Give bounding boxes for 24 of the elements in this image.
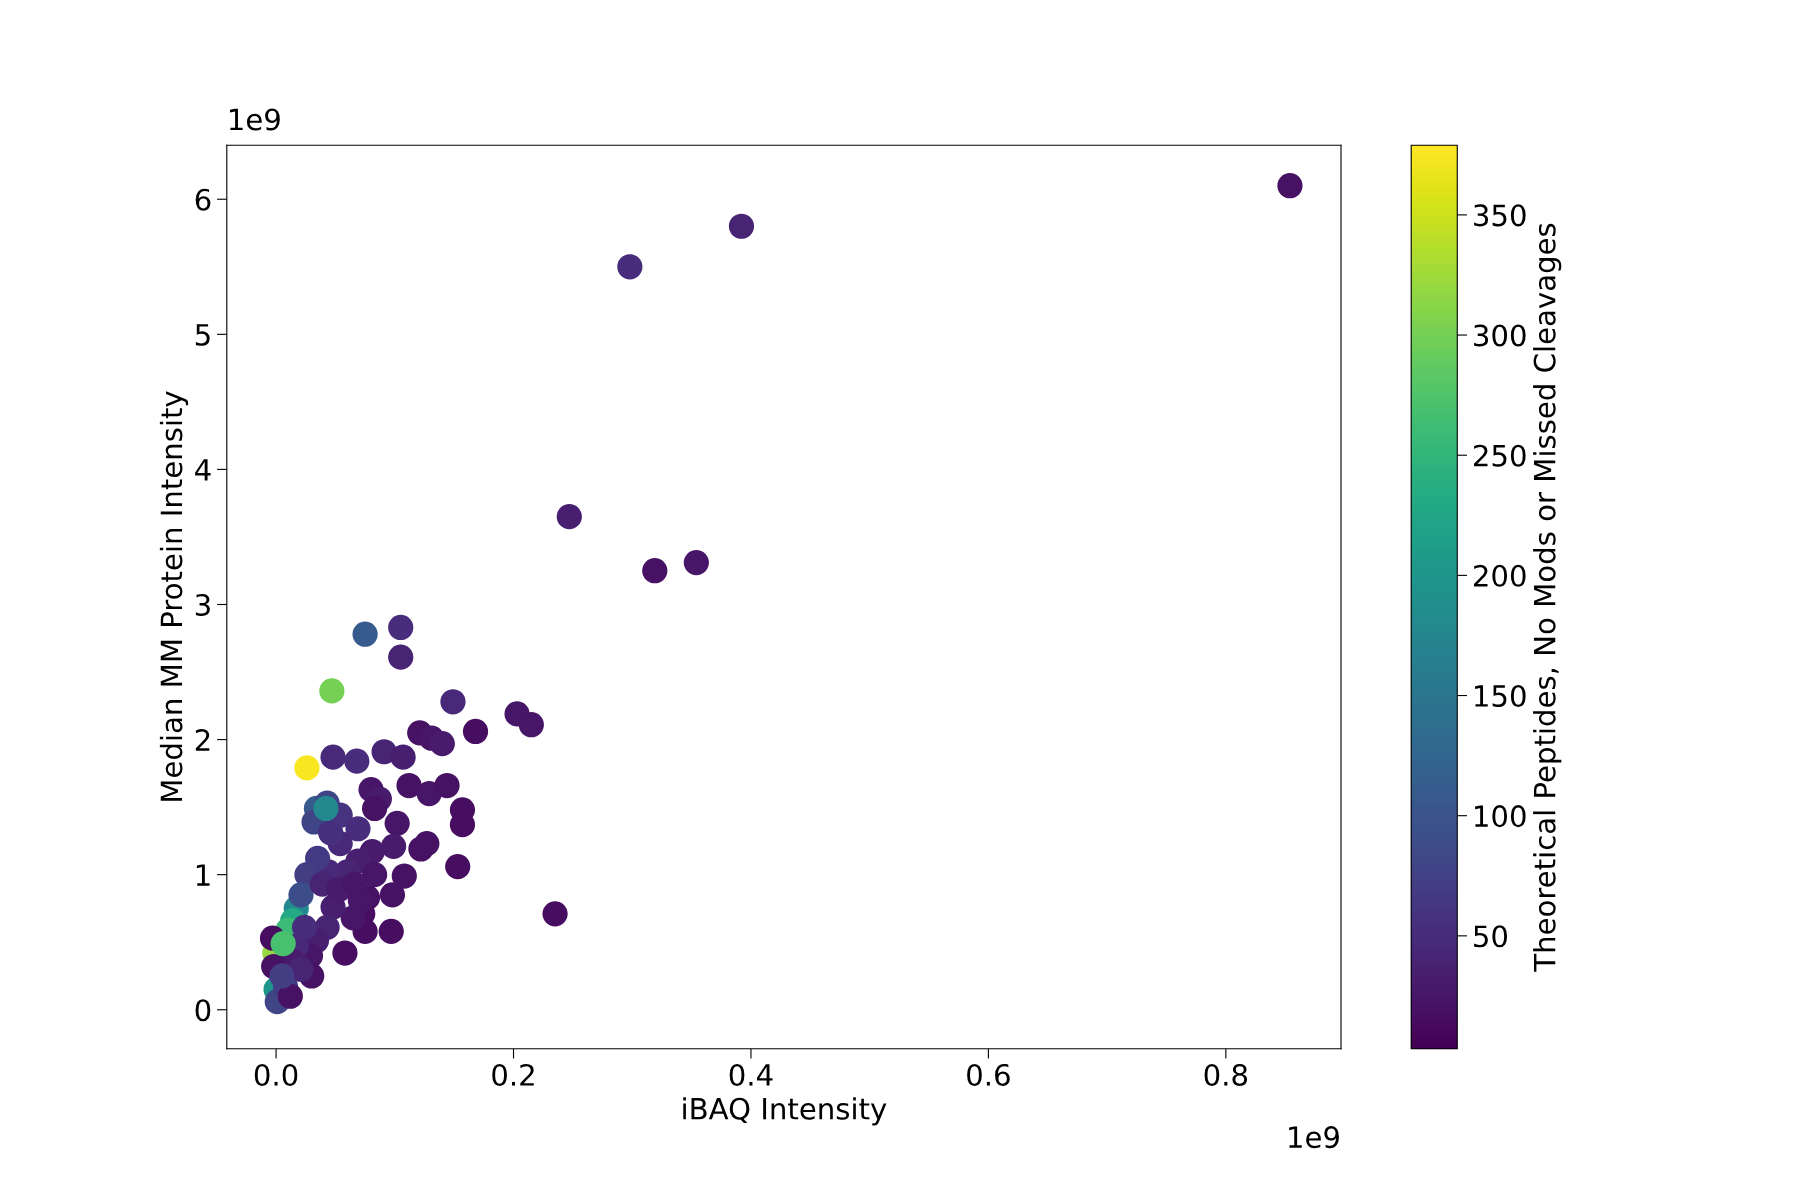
color-bar-label: 50 — [1474, 925, 1508, 948]
x-tick-label: 0.4 — [729, 1063, 773, 1086]
y-tick-label: 1 — [196, 864, 210, 886]
x-tick-label: 0.2 — [492, 1063, 534, 1086]
y-tick-label: 3 — [195, 593, 210, 616]
y-tick-label: 6 — [195, 188, 211, 211]
color-bar-label: 350 — [1474, 204, 1526, 227]
y-tick-label: 2 — [195, 729, 210, 751]
text: 1e9 — [1289, 1126, 1339, 1149]
color-bar-label: 150 — [1475, 684, 1526, 708]
color-bar-label: 250 — [1474, 444, 1526, 467]
x-axis-title: iBAQ Intensity — [683, 1097, 887, 1126]
color-bar-title: Theoretical Peptides, No Mods or Missed Cleavages — [1533, 223, 1562, 972]
y-axis-title: Median MM Protein Intensity — [159, 391, 189, 801]
text: 1e9 — [230, 108, 280, 131]
y-tick-label: 5 — [195, 324, 210, 346]
x-tick-label: 0.8 — [1204, 1063, 1248, 1086]
x-tick-label: 0.6 — [967, 1063, 1010, 1086]
y-tick-label: 4 — [195, 459, 211, 481]
color-bar-label: 200 — [1474, 564, 1526, 587]
x-tick-label: 0.0 — [254, 1063, 298, 1086]
color-bar-label: 100 — [1475, 805, 1526, 828]
y-tick-label: 0 — [195, 999, 211, 1022]
color-bar-label: 300 — [1474, 324, 1526, 347]
